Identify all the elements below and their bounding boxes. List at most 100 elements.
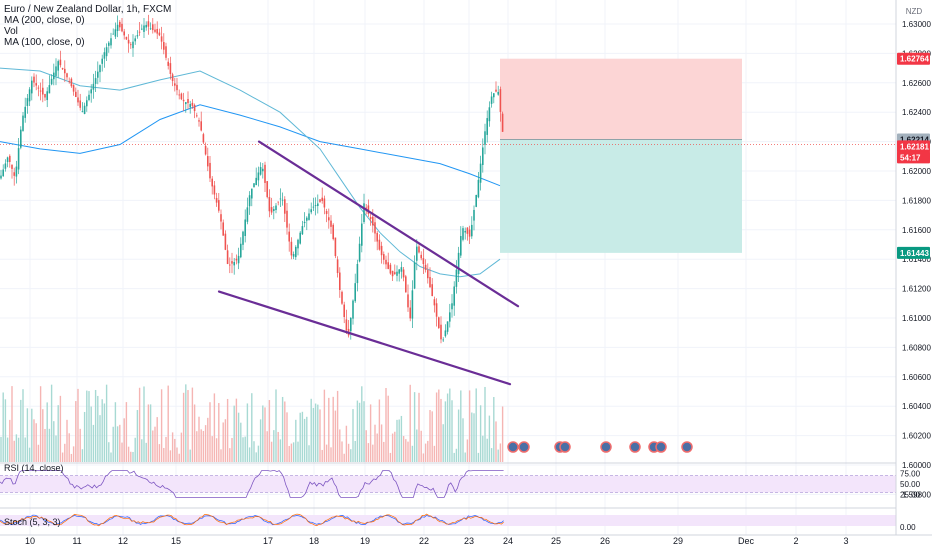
candle-body [482,147,484,165]
candle-body [464,230,466,233]
volume-bar [449,388,451,462]
volume-bar [226,398,229,462]
candle-body [64,68,66,74]
moving-averages [0,67,501,278]
candle-body [141,28,143,30]
volume-bar [328,397,330,462]
volume-bar [352,409,354,462]
candle-body [167,61,169,66]
volume-bar [57,405,59,462]
rsi-tick: 25.00 [900,491,921,500]
event-marker [629,441,641,453]
volume-bar [499,443,502,462]
rsi-label: RSI (14, close) [4,463,64,473]
volume-bar [248,447,251,462]
candle-body [308,213,310,220]
y-tick-label: 1.60600 [902,373,931,382]
volume-bar [301,411,304,462]
chart-title[interactable]: Euro / New Zealand Dollar, 1h, FXCM [4,4,172,15]
volume-bar [486,438,488,462]
candle-body [444,330,447,337]
candle-body [266,181,268,198]
candle-body [495,89,497,92]
volume-bar [147,404,150,462]
candle-body [446,321,449,332]
volume-bar [138,387,141,462]
candle-body [372,216,374,226]
candle-body [57,61,59,71]
candle-body [457,252,460,275]
volume-bar [468,390,471,462]
volume-bar [55,435,57,462]
volume-bar [31,408,33,462]
candle-body [462,228,464,240]
volume-bar [288,445,290,462]
volume-bar [6,437,9,462]
candle-body [275,205,277,211]
long-position-tool[interactable] [0,58,896,253]
legend-vol[interactable]: Vol [4,26,18,37]
volume-bar [292,442,295,462]
countdown-tag: 54:17 [897,151,930,164]
candle-body [158,32,161,36]
candle-body [409,307,411,319]
candle-body [420,254,422,259]
candle-body [70,78,73,87]
candle-body [242,231,244,245]
volume-bar [427,440,429,462]
event-markers[interactable] [507,441,693,453]
x-tick-label: 25 [551,536,561,546]
trendlines[interactable] [217,140,520,386]
price-axis[interactable]: NZD1.630001.628001.626001.624001.622001.… [895,0,931,535]
volume-bar [75,401,77,462]
volume-bar [97,395,99,462]
candle-body [358,243,361,262]
candle-body [42,87,44,95]
volume-bar [187,390,189,462]
volume-bar [363,401,365,462]
candle-body [31,80,33,94]
rsi-band [0,475,896,493]
candle-body [321,197,323,201]
event-marker [507,441,519,453]
last-price-tag: 1.62181 [897,140,930,153]
volume-bar [50,384,53,462]
ma100-line [0,67,501,278]
volume-bar [213,393,216,462]
volume-bar [0,436,2,462]
volume-bar [374,424,376,462]
legend-ma200[interactable]: MA (200, close, 0) [4,15,85,26]
price-tag-bg [897,140,930,153]
candle-body [207,156,209,167]
candle-body [411,290,414,319]
volume-bar [130,451,132,462]
volume-bar [418,392,420,462]
candle-body [273,209,275,212]
volume-bar [350,449,352,462]
rsi-tick: 50.00 [900,480,921,489]
candle-body [75,91,77,98]
volume-bar [207,417,209,462]
candle-body [402,269,405,278]
candle-body [385,259,387,265]
volume-bar [413,392,416,462]
target-zone [500,58,742,140]
candle-body [328,217,330,221]
candle-body [378,239,381,250]
volume-bar [259,419,262,462]
candle-body [220,214,222,222]
candle-body [407,294,409,308]
time-axis[interactable]: 10 11 12 15 17 18 19 22 23 24 25 26 29 Dec 2 3 [0,534,932,546]
candle-body [281,199,284,201]
candle-body [288,231,290,242]
candle-body [224,233,227,250]
volume-bar [101,399,103,462]
candle-body [312,206,315,208]
candle-body [424,264,427,270]
volume-bar [79,428,81,462]
volume-bar [119,424,121,462]
candle-body [350,317,352,332]
legend-ma100[interactable]: MA (100, close, 0) [4,37,85,48]
event-marker [600,441,612,453]
